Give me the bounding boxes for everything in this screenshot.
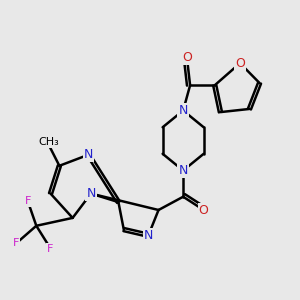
- Text: O: O: [182, 51, 192, 64]
- Text: F: F: [47, 244, 54, 254]
- Text: F: F: [25, 196, 31, 206]
- Text: O: O: [199, 203, 208, 217]
- Text: N: N: [178, 104, 188, 117]
- Text: N: N: [84, 148, 93, 161]
- Text: CH₃: CH₃: [39, 137, 59, 147]
- Text: N: N: [144, 229, 153, 242]
- Text: O: O: [235, 57, 245, 70]
- Text: N: N: [86, 187, 96, 200]
- Text: N: N: [178, 164, 188, 177]
- Text: F: F: [13, 238, 20, 248]
